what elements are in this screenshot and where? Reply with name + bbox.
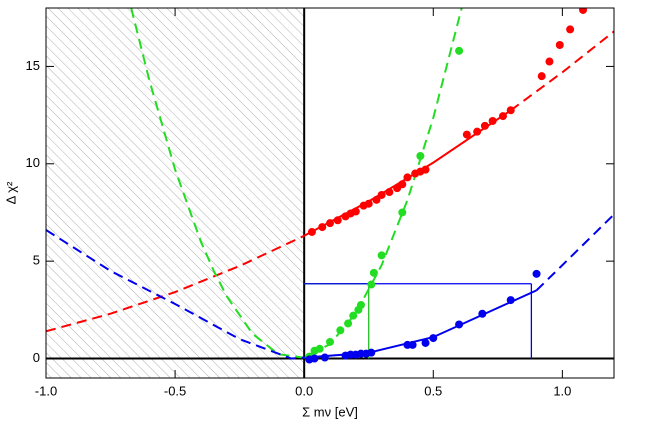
data-point xyxy=(372,195,381,204)
data-point xyxy=(369,268,378,277)
fit-curve xyxy=(46,234,305,333)
x-tick-label: -1.0 xyxy=(35,383,57,398)
data-point xyxy=(566,25,575,34)
y-tick-label: 15 xyxy=(26,58,40,73)
fit-curve xyxy=(130,8,463,359)
data-point xyxy=(488,116,497,125)
fit-curve xyxy=(46,229,305,360)
data-point xyxy=(310,354,319,363)
data-point xyxy=(320,353,329,362)
data-point xyxy=(385,188,394,197)
data-point xyxy=(421,165,430,174)
data-point xyxy=(462,130,471,139)
data-point xyxy=(351,207,360,216)
data-point xyxy=(398,208,407,217)
data-point xyxy=(478,309,487,318)
plot-area xyxy=(46,8,614,378)
data-point xyxy=(377,190,386,199)
plot-frame xyxy=(45,7,615,379)
data-point xyxy=(336,326,345,335)
data-point xyxy=(398,180,407,189)
excluded-region xyxy=(46,8,305,378)
x-tick-label: -0.5 xyxy=(164,383,186,398)
x-tick-label: 0.0 xyxy=(295,383,313,398)
data-point xyxy=(333,216,342,225)
data-point xyxy=(364,199,373,208)
y-axis-label: Δ χ² xyxy=(3,181,18,204)
data-point xyxy=(555,41,564,49)
data-point xyxy=(421,338,430,347)
data-point xyxy=(318,223,327,232)
data-point xyxy=(545,57,554,66)
y-tick-label: 10 xyxy=(26,155,40,170)
y-tick-label: 5 xyxy=(33,253,40,268)
data-point xyxy=(579,8,588,14)
data-point xyxy=(403,173,412,182)
data-point xyxy=(367,280,376,289)
data-point xyxy=(498,112,507,121)
data-point xyxy=(356,300,365,309)
data-point xyxy=(537,72,546,81)
data-point xyxy=(532,269,541,278)
data-point xyxy=(408,340,417,349)
data-point xyxy=(315,344,324,353)
y-tick-label: 0 xyxy=(33,350,40,365)
data-point xyxy=(429,334,438,343)
fit-curve xyxy=(510,30,614,112)
data-point xyxy=(455,46,464,55)
data-point xyxy=(326,219,334,228)
data-point xyxy=(349,311,358,320)
data-point xyxy=(473,127,482,136)
data-point xyxy=(377,251,386,260)
x-tick-label: 0.5 xyxy=(424,383,442,398)
fit-curve xyxy=(535,213,614,292)
data-point xyxy=(416,152,425,160)
data-point xyxy=(480,121,489,130)
data-point xyxy=(307,227,316,236)
data-point xyxy=(506,296,515,305)
data-point xyxy=(344,319,353,328)
data-point xyxy=(455,320,464,329)
data-point xyxy=(367,348,376,357)
data-point xyxy=(326,337,334,346)
data-point xyxy=(506,106,515,115)
fit-curve xyxy=(304,289,537,359)
x-axis-label: Σ mν [eV] xyxy=(302,404,358,419)
x-tick-label: 1.0 xyxy=(553,383,571,398)
